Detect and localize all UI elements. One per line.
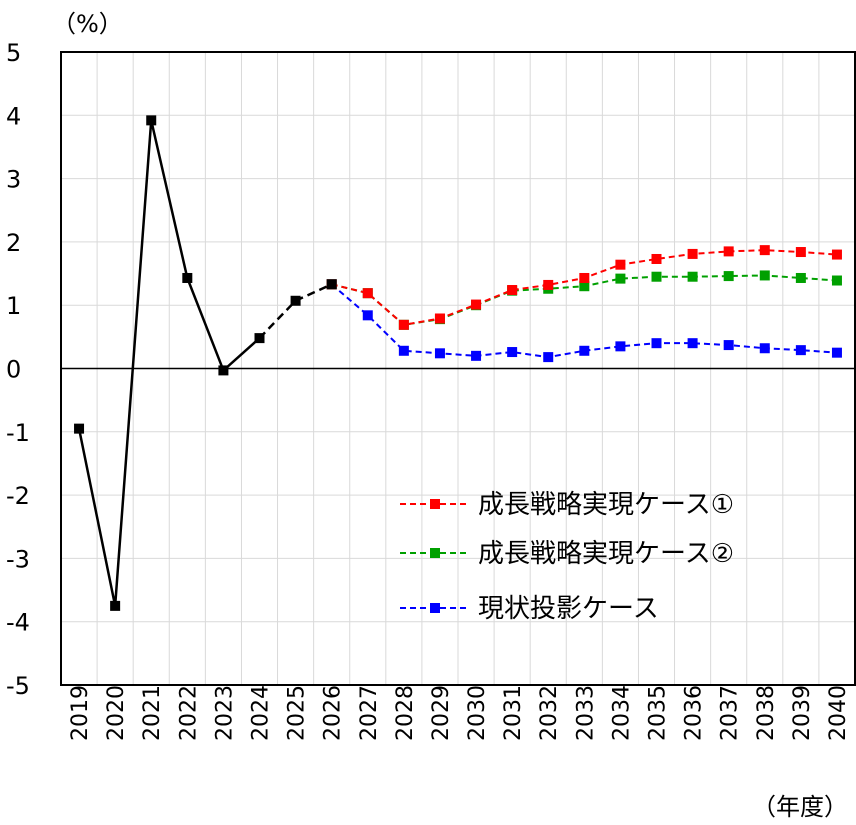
x-tick-label: 2030 xyxy=(465,685,490,741)
data-point-actual xyxy=(74,423,85,434)
x-tick-label: 2038 xyxy=(754,685,779,741)
x-tick-label: 2025 xyxy=(285,685,310,741)
legend-label: 成長戦略実現ケース② xyxy=(478,539,734,569)
data-point-case-1 xyxy=(543,279,554,290)
data-point-case-3 xyxy=(579,345,590,356)
data-point-case-1 xyxy=(687,248,698,259)
data-point-case-1 xyxy=(831,249,842,260)
series-line-actual-solid xyxy=(77,120,261,607)
data-point-actual xyxy=(146,115,157,126)
series-line-actual-dashed xyxy=(258,283,333,339)
data-point-case-1 xyxy=(723,246,734,257)
y-axis-unit: （%） xyxy=(52,10,123,38)
data-point-case-2 xyxy=(651,271,662,282)
x-tick-label: 2026 xyxy=(321,685,346,741)
data-point-case-2 xyxy=(723,271,734,282)
y-axis-ticks: 5 4 3 2 1 0 -1 -2 -3 -4 -5 xyxy=(6,39,30,700)
data-point-case-3 xyxy=(723,340,734,351)
data-point-case-1 xyxy=(471,299,482,310)
data-point-case-2 xyxy=(795,272,806,283)
data-point-case-1 xyxy=(615,259,626,270)
data-point-case-3 xyxy=(398,345,409,356)
data-point-case-3 xyxy=(831,347,842,358)
data-point-case-3 xyxy=(543,352,554,363)
y-tick-label: 2 xyxy=(6,229,21,257)
data-point-case-3 xyxy=(507,347,518,358)
y-tick-label: 3 xyxy=(6,166,21,194)
y-tick-label: -1 xyxy=(6,419,30,447)
x-axis-unit: （年度） xyxy=(752,793,848,821)
x-tick-label: 2035 xyxy=(646,685,671,741)
legend-label: 現状投影ケース xyxy=(478,594,659,624)
x-tick-label: 2040 xyxy=(826,685,851,741)
y-tick-label: 4 xyxy=(6,102,21,130)
data-point-case-1 xyxy=(398,319,409,330)
legend-label: 成長戦略実現ケース① xyxy=(478,490,734,520)
data-point-case-1 xyxy=(651,253,662,264)
legend: 成長戦略実現ケース① 成長戦略実現ケース② 現状投影ケース xyxy=(400,490,734,624)
data-point-case-1 xyxy=(795,247,806,258)
data-point-case-1 xyxy=(579,272,590,283)
data-point-case-1 xyxy=(507,285,518,296)
y-tick-label: -2 xyxy=(6,482,30,510)
x-tick-label: 2027 xyxy=(357,685,382,741)
x-tick-label: 2036 xyxy=(682,685,707,741)
data-point-case-3 xyxy=(795,345,806,356)
y-tick-label: 0 xyxy=(6,356,21,384)
data-point-case-3 xyxy=(759,343,770,354)
x-tick-label: 2022 xyxy=(176,685,201,741)
data-point-case-3 xyxy=(651,338,662,349)
data-point-case-1 xyxy=(759,245,770,256)
data-point-actual xyxy=(326,279,337,290)
x-tick-label: 2037 xyxy=(718,685,743,741)
x-tick-label: 2024 xyxy=(249,685,274,741)
x-tick-label: 2039 xyxy=(790,685,815,741)
data-point-actual xyxy=(110,600,121,611)
series-layer xyxy=(74,115,842,611)
data-point-case-2 xyxy=(579,281,590,292)
data-point-case-2 xyxy=(615,273,626,284)
y-tick-label: -5 xyxy=(6,672,30,700)
series-line-case-3 xyxy=(331,283,838,359)
data-point-case-3 xyxy=(687,338,698,349)
legend-marker xyxy=(430,499,440,509)
data-point-case-3 xyxy=(434,348,445,359)
data-point-case-3 xyxy=(471,350,482,361)
data-point-actual xyxy=(182,272,193,283)
x-tick-label: 2028 xyxy=(393,685,418,741)
data-point-actual xyxy=(254,333,265,344)
y-tick-label: -3 xyxy=(6,545,30,573)
y-tick-label: -4 xyxy=(6,609,30,637)
y-tick-label: 1 xyxy=(6,292,21,320)
data-point-case-3 xyxy=(362,310,373,321)
data-point-case-2 xyxy=(687,271,698,282)
x-tick-label: 2034 xyxy=(609,685,634,741)
data-point-actual xyxy=(218,365,229,376)
x-tick-label: 2033 xyxy=(573,685,598,741)
legend-marker xyxy=(430,603,440,613)
x-tick-label: 2020 xyxy=(104,685,129,741)
x-tick-label: 2032 xyxy=(537,685,562,741)
x-tick-label: 2021 xyxy=(140,685,165,741)
y-tick-label: 5 xyxy=(6,39,21,67)
data-point-case-2 xyxy=(759,270,770,281)
data-point-case-1 xyxy=(434,313,445,324)
x-tick-label: 2029 xyxy=(429,685,454,741)
x-axis-ticks: 2019 2020 2021 2022 2023 2024 2025 2026 2027 2028… xyxy=(68,685,851,741)
data-point-case-2 xyxy=(831,275,842,286)
x-tick-label: 2023 xyxy=(212,685,237,741)
x-tick-label: 2019 xyxy=(68,685,93,741)
data-point-actual xyxy=(290,295,301,306)
legend-marker xyxy=(430,548,440,558)
data-point-case-3 xyxy=(615,341,626,352)
x-tick-label: 2031 xyxy=(501,685,526,741)
plot-area-frame xyxy=(60,51,856,686)
data-point-case-1 xyxy=(362,288,373,299)
